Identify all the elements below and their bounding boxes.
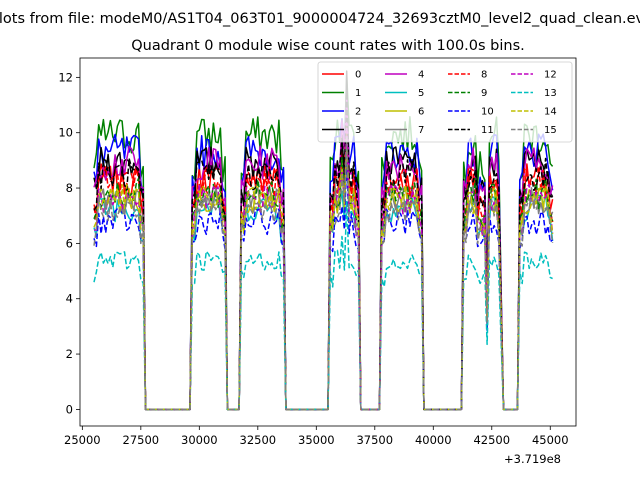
series-line-12 bbox=[94, 122, 554, 411]
y-tick-label: 6 bbox=[66, 236, 73, 250]
legend-label-6: 6 bbox=[418, 107, 424, 118]
legend-label-5: 5 bbox=[418, 88, 424, 99]
legend-label-0: 0 bbox=[355, 70, 361, 81]
legend-label-14: 14 bbox=[544, 107, 557, 118]
x-tick-label: 32500 bbox=[240, 433, 277, 447]
y-tick-label: 4 bbox=[66, 292, 73, 306]
y-axis: 0 2 4 6 8 10 12 bbox=[58, 70, 80, 416]
legend-label-9: 9 bbox=[481, 88, 487, 99]
x-tick-label: 30000 bbox=[181, 433, 218, 447]
y-tick-label: 0 bbox=[66, 402, 73, 416]
legend-label-8: 8 bbox=[481, 70, 487, 81]
legend-label-7: 7 bbox=[418, 125, 424, 136]
y-tick-label: 12 bbox=[58, 70, 73, 84]
series-line-10 bbox=[93, 154, 554, 411]
legend-label-12: 12 bbox=[544, 70, 557, 81]
figure-suptitle: Plots from file: modeM0/AS1T04_063T01_90… bbox=[0, 11, 640, 27]
plot-lines bbox=[93, 70, 554, 411]
series-line-8 bbox=[93, 125, 554, 411]
chart-title: Quadrant 0 module wise count rates with … bbox=[131, 38, 525, 54]
y-tick-label: 10 bbox=[58, 126, 73, 140]
x-tick-label: 40000 bbox=[415, 433, 452, 447]
legend-label-10: 10 bbox=[481, 107, 494, 118]
legend-label-1: 1 bbox=[355, 88, 361, 99]
legend-label-2: 2 bbox=[355, 107, 361, 118]
x-tick-label: 45000 bbox=[532, 433, 569, 447]
legend-label-13: 13 bbox=[544, 88, 557, 99]
legend-label-15: 15 bbox=[544, 125, 557, 136]
x-tick-label: 42500 bbox=[473, 433, 510, 447]
x-tick-label: 27500 bbox=[123, 433, 160, 447]
legend-label-4: 4 bbox=[418, 70, 424, 81]
x-axis: 25000 27500 30000 32500 35000 37500 40000 42500… bbox=[64, 426, 569, 447]
y-tick-label: 2 bbox=[66, 347, 73, 361]
series-line-11 bbox=[93, 96, 553, 411]
series-line-0 bbox=[93, 118, 554, 411]
x-tick-label: 37500 bbox=[356, 433, 393, 447]
x-tick-label: 35000 bbox=[298, 433, 335, 447]
axes-frame bbox=[79, 57, 577, 427]
y-tick-label: 8 bbox=[66, 181, 73, 195]
x-axis-offset-label: +3.719e8 bbox=[504, 452, 561, 466]
legend-box bbox=[317, 61, 573, 143]
series-line-4 bbox=[93, 97, 554, 411]
x-tick-label: 25000 bbox=[64, 433, 101, 447]
series-line-15 bbox=[93, 137, 554, 411]
legend-label-3: 3 bbox=[355, 125, 361, 136]
legend-label-11: 11 bbox=[481, 125, 494, 136]
